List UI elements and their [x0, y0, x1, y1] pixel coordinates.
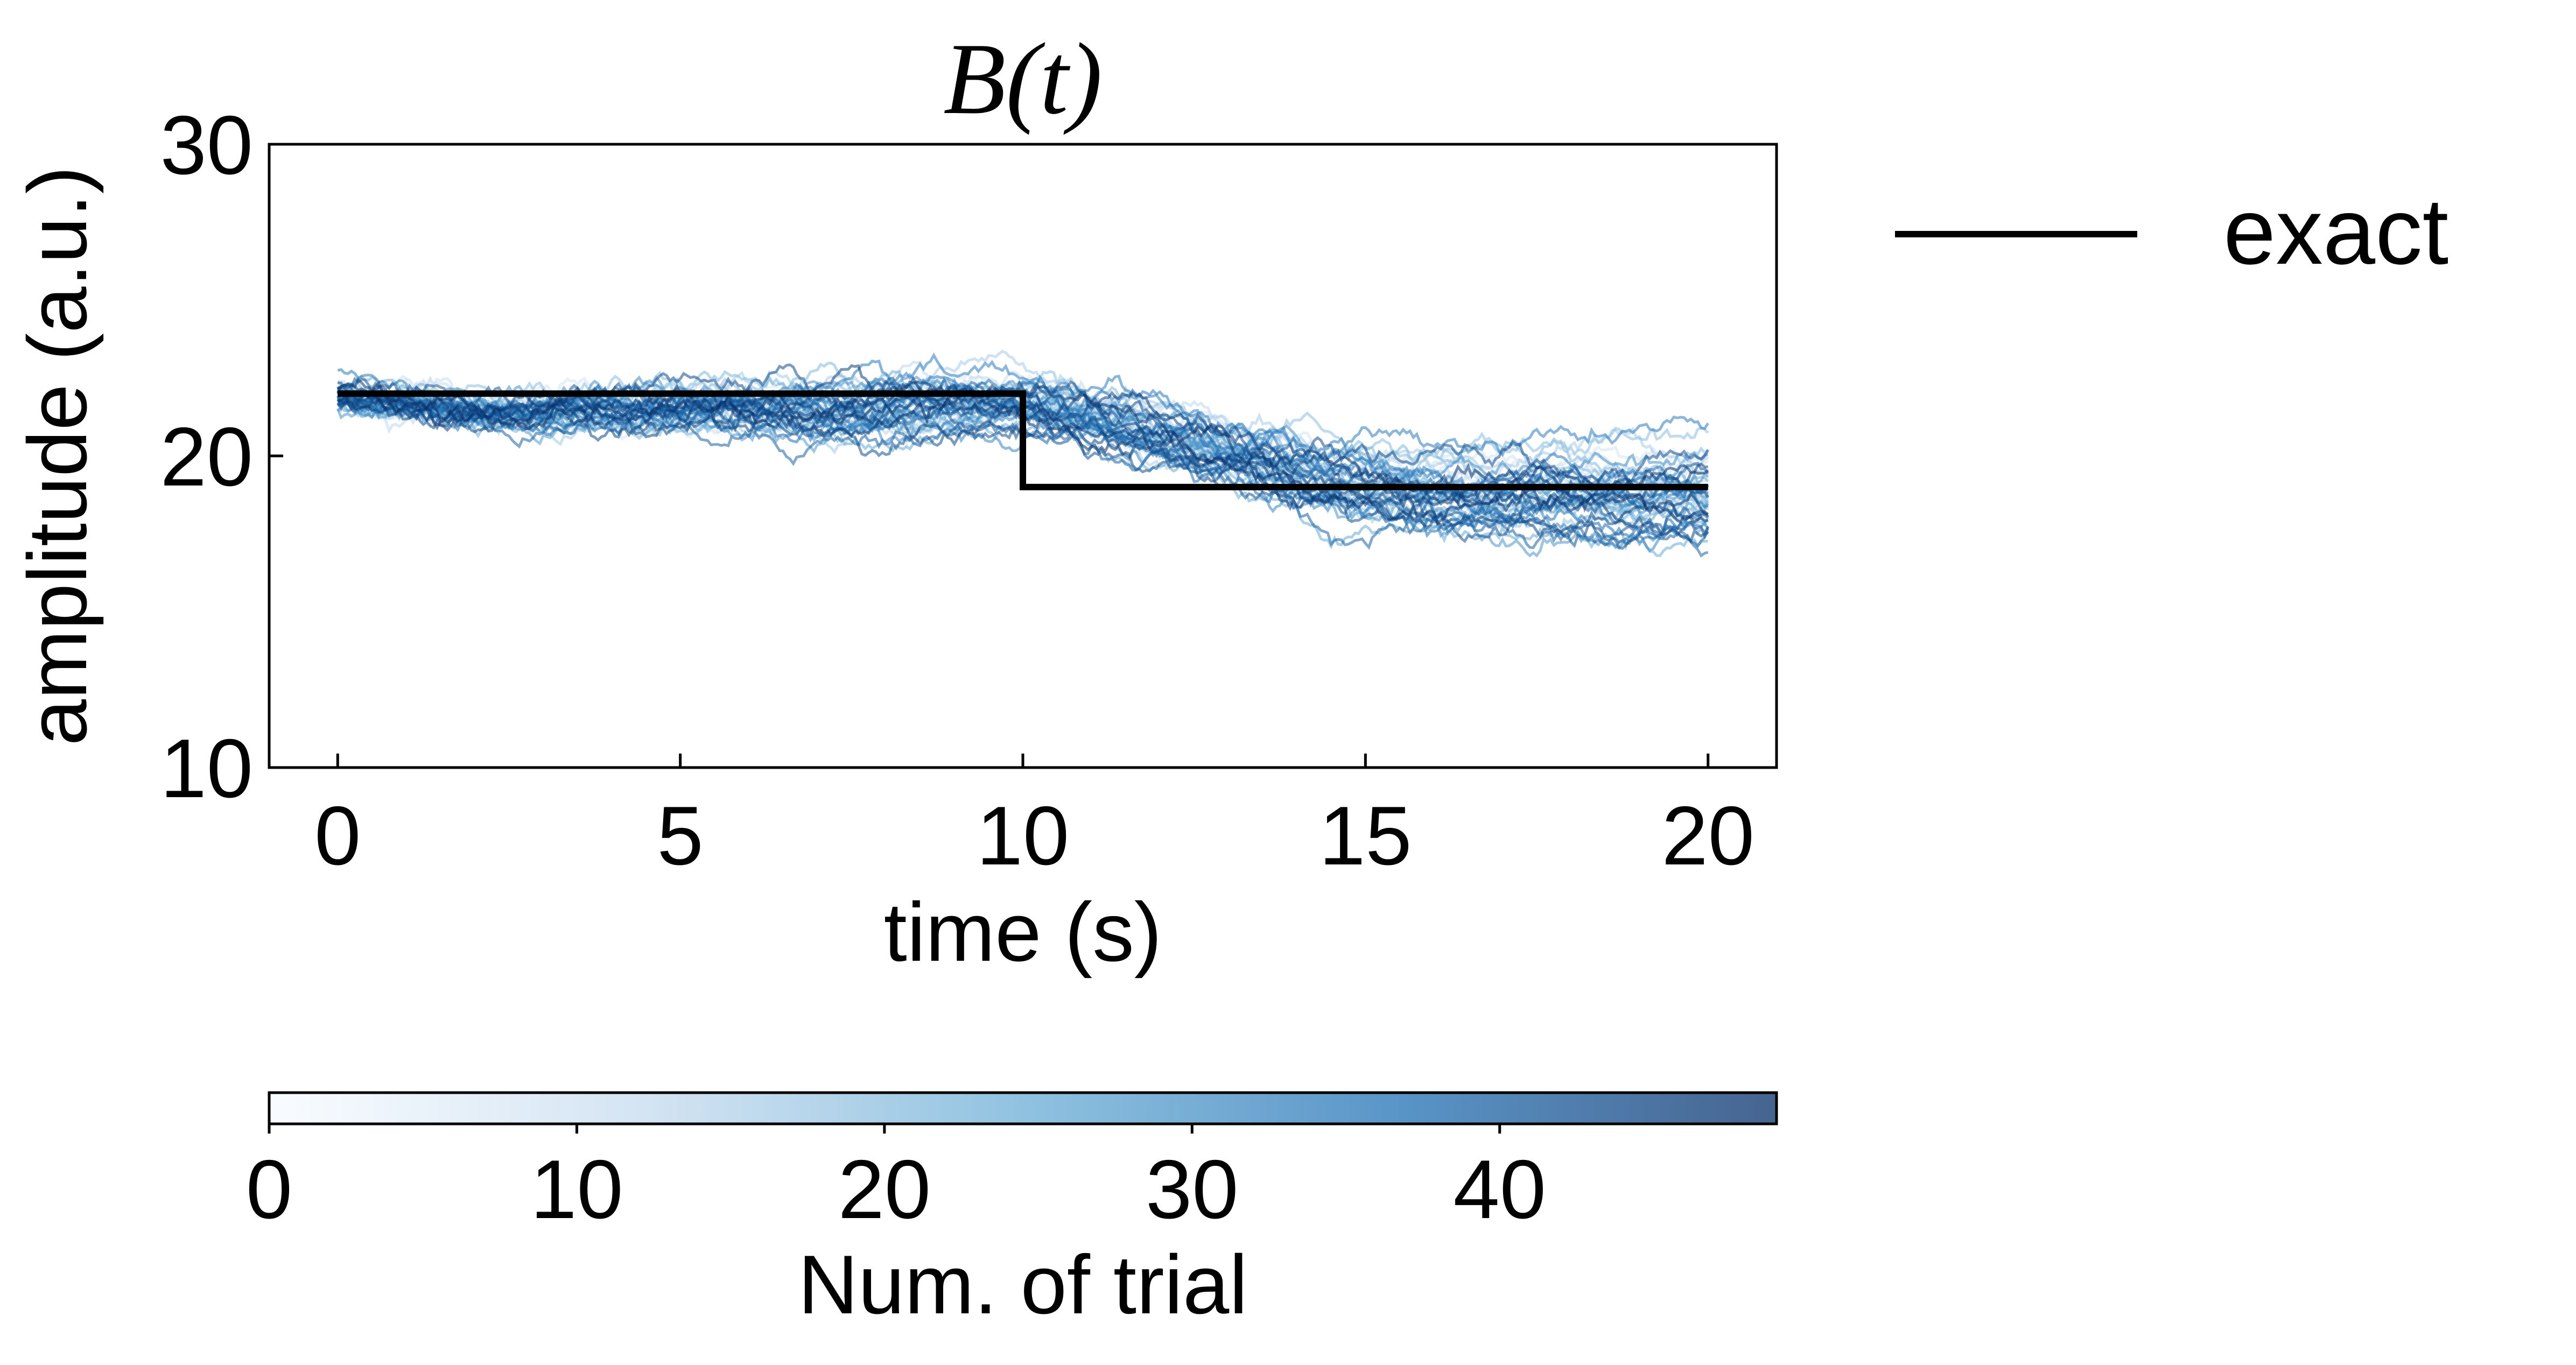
y-axis-ticks: 10 20 30 — [160, 98, 283, 815]
colorbar-gradient — [268, 1091, 1778, 1125]
colorbar-tick-label: 10 — [530, 1143, 623, 1236]
y-tick-label: 20 — [160, 410, 253, 503]
legend-label-exact: exact — [2223, 179, 2448, 284]
colorbar-tick-label: 20 — [838, 1143, 931, 1236]
x-axis-label: time (s) — [884, 885, 1162, 979]
colorbar-label: Num. of trial — [798, 1238, 1247, 1331]
y-axis-label: amplitude (a.u.) — [11, 166, 104, 746]
legend: exact — [1895, 179, 2448, 284]
x-tick-label: 0 — [314, 789, 361, 882]
x-tick-label: 5 — [657, 789, 704, 882]
colorbar-ticks: 0 10 20 30 40 — [246, 1124, 1546, 1236]
x-axis-ticks: 0 5 10 15 20 — [314, 754, 1754, 882]
x-tick-label: 20 — [1662, 789, 1754, 882]
colorbar-tick-label: 0 — [246, 1143, 292, 1236]
chart-title: B(t) — [943, 23, 1102, 136]
x-tick-label: 15 — [1319, 789, 1412, 882]
y-tick-label: 10 — [160, 722, 253, 815]
colorbar: 0 10 20 30 40 Num. of trial — [246, 1091, 1778, 1331]
x-tick-label: 10 — [977, 789, 1069, 882]
colorbar-tick-label: 40 — [1454, 1143, 1546, 1236]
exact-series-layer — [338, 390, 1708, 490]
series-line-exact — [338, 390, 1708, 490]
y-tick-label: 30 — [160, 98, 253, 192]
colorbar-tick-label: 30 — [1146, 1143, 1238, 1236]
